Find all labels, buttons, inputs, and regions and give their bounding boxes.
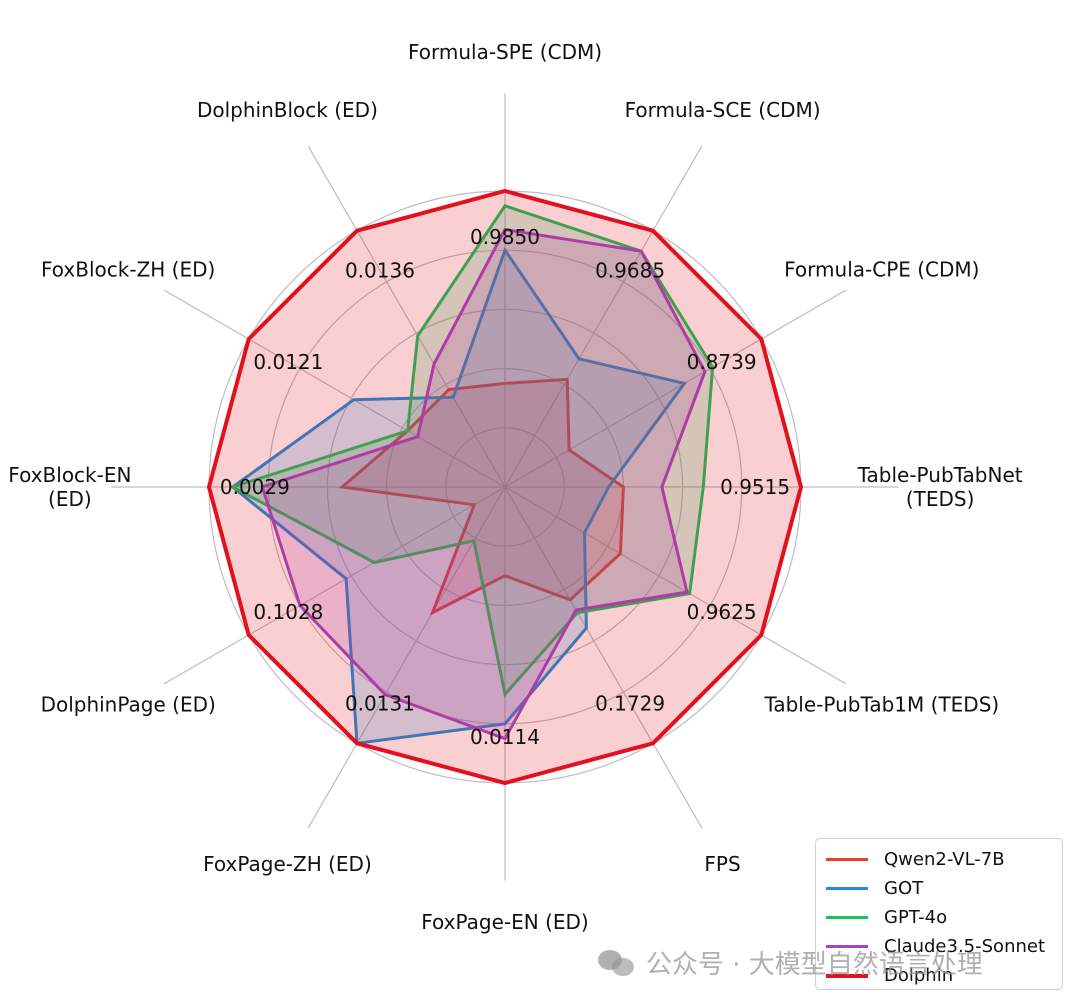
axis-max-label: 0.1028 bbox=[253, 600, 323, 624]
axis-label: Formula-SCE (CDM) bbox=[625, 98, 821, 122]
axis-label: (TEDS) bbox=[906, 487, 975, 511]
series-fill bbox=[232, 205, 713, 695]
legend-item-qwen2-vl-7b: Qwen2-VL-7B bbox=[826, 845, 1052, 874]
legend-swatch bbox=[826, 945, 868, 948]
legend-label: GPT-4o bbox=[884, 907, 948, 928]
series-line bbox=[230, 246, 687, 745]
legend-item-got: GOT bbox=[826, 874, 1052, 903]
axis-label: (ED) bbox=[48, 487, 92, 511]
axis-label: Formula-CPE (CDM) bbox=[784, 257, 979, 281]
radar-series bbox=[206, 188, 804, 786]
legend-item-gpt-4o: GPT-4o bbox=[826, 903, 1052, 932]
axis-label: FoxPage-ZH (ED) bbox=[203, 852, 372, 876]
axis-label: DolphinBlock (ED) bbox=[197, 98, 378, 122]
legend-label: GOT bbox=[884, 878, 924, 899]
legend-label: Dolphin bbox=[884, 965, 954, 986]
legend-swatch bbox=[826, 973, 868, 978]
axis-max-label: 0.0114 bbox=[470, 725, 540, 749]
axis-label: Table-PubTab1M (TEDS) bbox=[763, 693, 999, 717]
axis-label: FoxPage-EN (ED) bbox=[421, 910, 588, 934]
axis-label: FPS bbox=[704, 852, 740, 876]
wechat-icon bbox=[598, 948, 636, 978]
axis-max-label: 0.9685 bbox=[595, 258, 665, 282]
legend-swatch bbox=[826, 916, 868, 919]
axis-max-label: 0.0029 bbox=[220, 475, 290, 499]
legend-item-claude: Claude3.5-Sonnet bbox=[826, 932, 1052, 961]
grid-spoke bbox=[163, 289, 506, 488]
radar-labels: 0.9850 0.9685 0.8739 0.9515 0.9625 0.1729 0.01… bbox=[8, 40, 1022, 934]
axis-label: Table-PubTabNet bbox=[857, 463, 1023, 487]
watermark-text: 公众号 · 大模型自然语言处理 bbox=[646, 950, 983, 980]
axis-max-label: 0.9515 bbox=[720, 475, 790, 499]
axis-max-label: 0.9850 bbox=[470, 225, 540, 249]
axis-label: FoxBlock-EN bbox=[8, 463, 131, 487]
grid-spoke bbox=[307, 145, 506, 488]
series-line bbox=[260, 227, 707, 741]
legend-swatch bbox=[826, 887, 868, 890]
grid-spoke bbox=[163, 486, 506, 685]
watermark: 公众号 · 大模型自然语言处理 bbox=[598, 944, 983, 981]
grid-spoke bbox=[307, 486, 506, 829]
axis-label: FoxBlock-ZH (ED) bbox=[41, 257, 215, 281]
grid-spoke bbox=[504, 145, 703, 488]
series-line bbox=[206, 188, 804, 786]
grid-spoke bbox=[504, 289, 847, 488]
legend-item-dolphin: Dolphin bbox=[826, 961, 1052, 990]
legend-label: Qwen2-VL-7B bbox=[884, 849, 1005, 870]
axis-label: DolphinPage (ED) bbox=[41, 693, 216, 717]
legend-swatch bbox=[826, 858, 868, 861]
grid-spoke bbox=[504, 486, 703, 829]
grid-spoke bbox=[504, 486, 847, 685]
series-line bbox=[228, 204, 715, 698]
legend: Qwen2-VL-7B GOT GPT-4o Claude3.5-Sonnet … bbox=[815, 838, 1063, 990]
legend-label: Claude3.5-Sonnet bbox=[884, 936, 1046, 957]
axis-label: Formula-SPE (CDM) bbox=[408, 40, 602, 64]
axis-max-label: 0.0131 bbox=[345, 692, 415, 716]
axis-max-label: 0.9625 bbox=[687, 600, 757, 624]
series-fill bbox=[209, 191, 801, 783]
series-fill bbox=[262, 229, 705, 739]
axis-max-label: 0.0121 bbox=[253, 350, 323, 374]
axis-max-label: 0.0136 bbox=[345, 258, 415, 282]
axis-max-label: 0.1729 bbox=[595, 692, 665, 716]
axis-max-label: 0.8739 bbox=[687, 350, 757, 374]
